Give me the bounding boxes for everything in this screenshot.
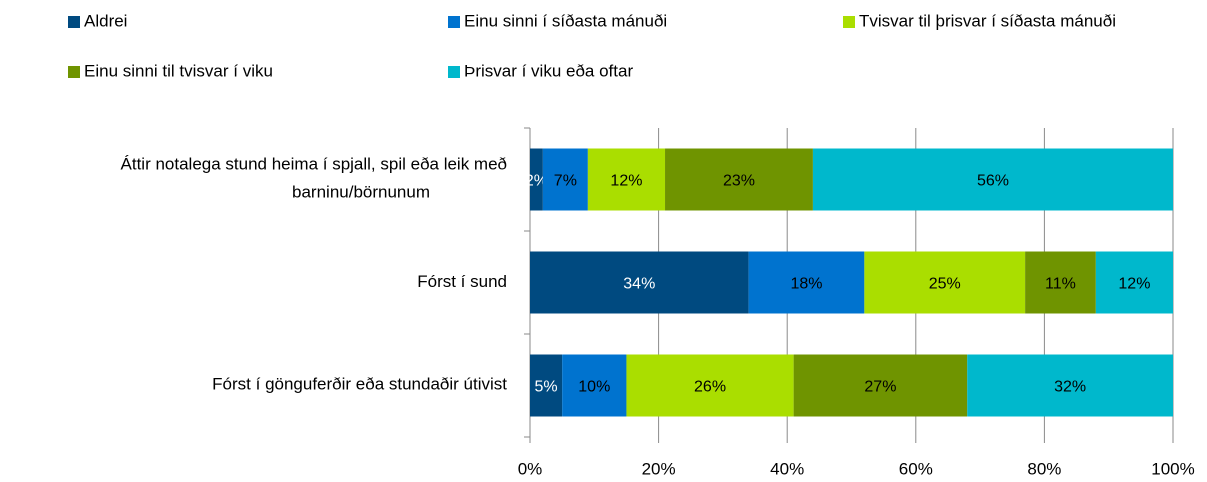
data-label: 56% <box>977 173 1009 190</box>
y-tick-label-line: Fórst í gönguferðir eða stundaðir útivis… <box>212 375 507 394</box>
data-label: 23% <box>723 173 755 190</box>
bar-segment <box>542 148 588 211</box>
bar-segment <box>1095 251 1173 314</box>
data-label: 12% <box>610 173 642 190</box>
legend-swatch <box>68 16 80 28</box>
y-tick-label: Áttir notalega stund heima í spjall, spi… <box>121 155 507 202</box>
legend-label: Aldrei <box>84 11 127 30</box>
bar-segment <box>864 251 1026 314</box>
data-label: 12% <box>1118 276 1150 293</box>
data-label: 7% <box>554 173 577 190</box>
data-label: 26% <box>694 379 726 396</box>
y-tick-label: Fórst í sund <box>417 272 507 291</box>
y-tick-label: Fórst í gönguferðir eða stundaðir útivis… <box>212 375 507 394</box>
bar-segment <box>812 148 1173 211</box>
x-tick-label: 0% <box>518 459 543 478</box>
x-tick-label: 100% <box>1151 459 1194 478</box>
bar-segment <box>626 354 794 417</box>
legend-swatch <box>843 16 855 28</box>
data-label: 11% <box>1045 276 1076 293</box>
data-label: 5% <box>535 379 558 396</box>
x-tick-label: 60% <box>899 459 933 478</box>
legend-swatch <box>448 16 460 28</box>
data-label: 10% <box>578 379 610 396</box>
legend-swatch <box>448 66 460 78</box>
bar-segment <box>748 251 865 314</box>
data-label: 34% <box>623 276 655 293</box>
bar-segment <box>530 148 543 211</box>
bar-segment <box>967 354 1173 417</box>
y-tick-label-line: barninu/börnunum <box>292 183 430 202</box>
data-label: 25% <box>929 276 961 293</box>
bar-segment <box>665 148 813 211</box>
x-tick-label: 20% <box>642 459 676 478</box>
bar-segment <box>530 354 563 417</box>
bar-segment <box>1025 251 1096 314</box>
legend-label: Tvisvar til þrisvar í síðasta mánuði <box>859 11 1116 30</box>
data-label: 27% <box>864 379 896 396</box>
x-tick-label: 40% <box>770 459 804 478</box>
legend-label: Einu sinni til tvisvar í viku <box>84 61 273 80</box>
data-label: 18% <box>790 276 822 293</box>
x-tick-label: 80% <box>1027 459 1061 478</box>
legend-label: Einu sinni í síðasta mánuði <box>464 11 667 30</box>
legend-swatch <box>68 66 80 78</box>
bar-segment <box>530 251 749 314</box>
data-label: 32% <box>1054 379 1086 396</box>
bar-segment <box>562 354 627 417</box>
data-label: 2% <box>525 173 548 190</box>
legend-label: Þrisvar í viku eða oftar <box>464 61 633 80</box>
y-tick-label-line: Áttir notalega stund heima í spjall, spi… <box>121 155 507 174</box>
bar-segment <box>587 148 666 211</box>
bar-segment <box>793 354 968 417</box>
